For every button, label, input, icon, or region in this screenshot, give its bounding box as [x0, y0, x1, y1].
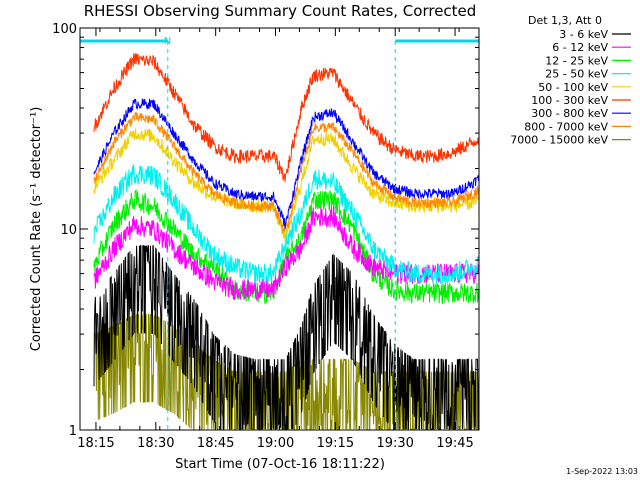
legend-label: 800 - 7000 keV — [524, 120, 608, 133]
series-layer — [93, 52, 479, 430]
x-tick-label: 19:00 — [257, 436, 294, 451]
legend-label: 6 - 12 keV — [552, 41, 608, 54]
interval-annotation-0: N — [164, 36, 171, 47]
series-line-7000-15000keV — [93, 313, 479, 430]
series-line-100-300keV — [93, 52, 479, 183]
series-line-3-6keV — [93, 245, 479, 430]
y-axis: 1 10 100 — [52, 22, 479, 439]
chart-title: RHESSI Observing Summary Count Rates, Co… — [84, 2, 477, 20]
legend-label: 50 - 100 keV — [538, 81, 608, 94]
x-tick-label: 19:45 — [436, 436, 473, 451]
x-axis: 18:15 18:30 18:45 19:00 19:15 19:30 19:45 — [77, 28, 480, 451]
y-tick-label: 10 — [60, 223, 77, 238]
legend-label: 100 - 300 keV — [531, 94, 608, 107]
legend-label: 3 - 6 keV — [559, 28, 608, 41]
series-line-300-800keV — [93, 98, 479, 229]
legend-label: 25 - 50 keV — [545, 68, 608, 81]
x-tick-label: 18:30 — [137, 436, 174, 451]
legend-label: 12 - 25 keV — [545, 54, 608, 67]
legend-label: 300 - 800 keV — [531, 107, 608, 120]
series-line-12-25keV — [93, 189, 479, 305]
x-tick-label: 19:30 — [376, 436, 413, 451]
y-tick-label: 1 — [69, 424, 77, 439]
series-line-25-50keV — [93, 164, 479, 285]
x-tick-label: 18:45 — [197, 436, 234, 451]
legend-label: 7000 - 15000 keV — [510, 134, 608, 147]
legend-header: Det 1,3, Att 0 — [528, 14, 602, 27]
y-tick-label: 100 — [52, 22, 77, 37]
x-tick-label: 19:15 — [317, 436, 354, 451]
x-tick-label: 18:15 — [77, 436, 114, 451]
y-axis-label: Corrected Count Rate (s⁻¹ detector⁻¹) — [29, 107, 44, 352]
x-axis-label: Start Time (07-Oct-16 18:11:22) — [175, 457, 385, 472]
timestamp: 1-Sep-2022 13:03 — [566, 467, 638, 476]
series-line-6-12keV — [93, 206, 479, 302]
